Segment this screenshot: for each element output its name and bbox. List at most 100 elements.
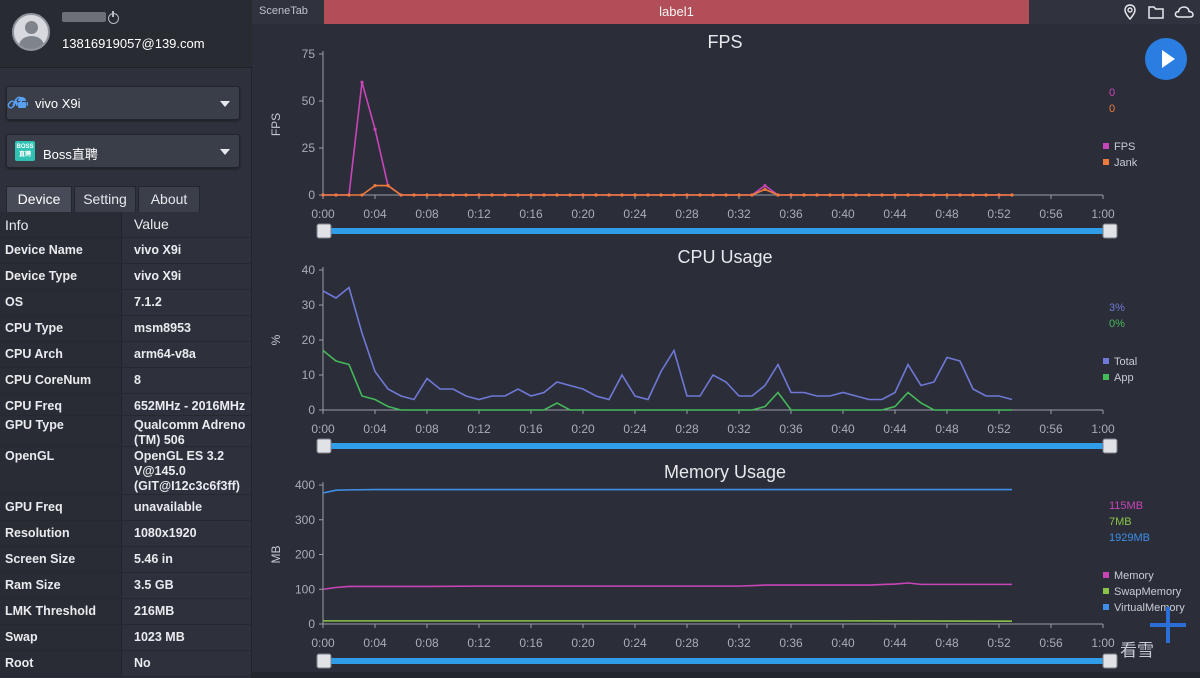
charts-svg: FPS FPS 0 25 50 75 0:00 0:04 0:08 0:12 0:16 0:20 0:2… <box>269 32 1185 669</box>
x-tick-label: 0:16 <box>519 422 543 436</box>
legend-value: 115MB <box>1109 500 1143 512</box>
x-tick-label: 0:20 <box>571 207 595 221</box>
link-icon[interactable] <box>7 96 23 110</box>
range-slider-track <box>325 443 1109 449</box>
chart-1: CPU Usage% 0 10 20 30 40 0:00 0:04 0:08 0:12 0:16 0… <box>269 247 1137 454</box>
info-key: LMK Threshold <box>0 599 122 624</box>
table-row: Root No <box>0 651 252 677</box>
power-icon[interactable] <box>108 11 119 24</box>
y-tick-label: 200 <box>295 548 315 562</box>
x-tick-label: 0:04 <box>363 207 387 221</box>
data-point <box>646 193 650 197</box>
data-point <box>1010 193 1014 197</box>
info-key: Screen Size <box>0 547 122 572</box>
data-point <box>620 193 624 197</box>
data-point <box>399 193 403 197</box>
x-tick-label: 0:16 <box>519 636 543 650</box>
series-line-total <box>322 286 1013 401</box>
x-tick-label: 0:44 <box>883 422 907 436</box>
x-tick-label: 0:56 <box>1039 636 1063 650</box>
table-row: OpenGL OpenGL ES 3.2 V@145.0 (GIT@I12c3c6… <box>0 447 252 495</box>
tab-device[interactable]: Device <box>6 186 72 212</box>
data-point <box>828 193 832 197</box>
data-point <box>568 193 572 197</box>
tab-label1[interactable]: label1 <box>324 0 1029 24</box>
data-point <box>451 193 455 197</box>
table-row: LMK Threshold 216MB <box>0 599 252 625</box>
info-key: GPU Type <box>0 416 122 446</box>
x-tick-label: 0:28 <box>675 636 699 650</box>
data-point <box>763 187 767 191</box>
chart-title: CPU Usage <box>677 247 772 267</box>
cloud-icon[interactable] <box>1174 4 1194 20</box>
y-tick-label: 40 <box>302 263 316 277</box>
chart-2: Memory Usage MB 0 100 200 300 400 0:00 0:04 0:08 0… <box>269 462 1185 669</box>
data-point <box>555 193 559 197</box>
data-point <box>464 193 468 197</box>
info-key: CPU CoreNum <box>0 368 122 393</box>
data-point <box>737 193 741 197</box>
chart-title: FPS <box>707 32 742 52</box>
tab-setting[interactable]: Setting <box>74 186 136 212</box>
device-select[interactable]: vivo X9i <box>6 86 240 120</box>
table-row: Resolution 1080x1920 <box>0 521 252 547</box>
data-point <box>438 193 442 197</box>
data-point <box>373 184 377 188</box>
x-tick-label: 0:40 <box>831 636 855 650</box>
info-key: Resolution <box>0 521 122 546</box>
sidebar: 13816919057@139.com vivo X9i BOSS 直聘 B <box>0 0 252 678</box>
data-point <box>854 193 858 197</box>
info-key: Ram Size <box>0 573 122 598</box>
legend-value: 1929MB <box>1109 532 1150 544</box>
legend-label: Jank <box>1114 157 1138 169</box>
info-key: Root <box>0 651 122 676</box>
table-row: Screen Size 5.46 in <box>0 547 252 573</box>
data-point <box>711 193 715 197</box>
table-row: GPU Type Qualcomm Adreno (TM) 506 <box>0 416 252 447</box>
range-slider-handle-right <box>1102 653 1118 669</box>
folder-icon[interactable] <box>1148 4 1164 20</box>
series-line-fps <box>323 81 1012 196</box>
legend-swatch <box>1103 159 1109 165</box>
data-point <box>893 193 897 197</box>
data-point <box>776 193 780 197</box>
avatar-icon[interactable] <box>12 13 50 51</box>
x-tick-label: 0:32 <box>727 207 751 221</box>
legend-label: App <box>1114 372 1134 384</box>
data-point <box>529 193 533 197</box>
data-point <box>503 193 507 197</box>
x-tick-label: 0:24 <box>623 422 647 436</box>
table-header: Info Value <box>0 212 252 238</box>
location-pin-icon[interactable] <box>1122 4 1138 20</box>
x-tick-label: 0:56 <box>1039 422 1063 436</box>
y-tick-label: 20 <box>302 333 316 347</box>
info-value: vivo X9i <box>134 243 182 257</box>
tab-about[interactable]: About <box>138 186 200 212</box>
user-profile: 13816919057@139.com <box>0 0 252 68</box>
data-point <box>516 193 520 197</box>
x-tick-label: 0:32 <box>727 636 751 650</box>
y-tick-label: 0 <box>308 617 315 631</box>
legend-swatch <box>1103 374 1109 380</box>
series-line-jank <box>323 184 1012 196</box>
data-point <box>581 193 585 197</box>
info-key: CPU Arch <box>0 342 122 367</box>
info-value: OpenGL ES 3.2 V@145.0 (GIT@I12c3c6f3ff) <box>134 449 240 493</box>
series-line-app <box>322 349 1012 411</box>
play-button[interactable] <box>1145 38 1187 80</box>
y-tick-label: 400 <box>295 478 315 492</box>
add-icon[interactable] <box>1150 607 1186 643</box>
chevron-down-icon <box>220 101 230 107</box>
x-tick-label: 0:40 <box>831 207 855 221</box>
range-slider-track <box>325 658 1109 664</box>
info-value: 7.1.2 <box>134 295 162 309</box>
info-value: 1080x1920 <box>134 526 197 540</box>
app-select[interactable]: BOSS 直聘 Boss直聘 <box>6 134 240 168</box>
data-point <box>477 193 481 197</box>
watermark-text: 看雪 <box>1120 641 1154 660</box>
legend-label: FPS <box>1114 141 1135 153</box>
scene-tab[interactable]: SceneTab <box>259 5 308 17</box>
x-tick-label: 0:56 <box>1039 207 1063 221</box>
info-value: Qualcomm Adreno (TM) 506 <box>134 418 246 447</box>
info-key: CPU Freq <box>0 394 122 415</box>
